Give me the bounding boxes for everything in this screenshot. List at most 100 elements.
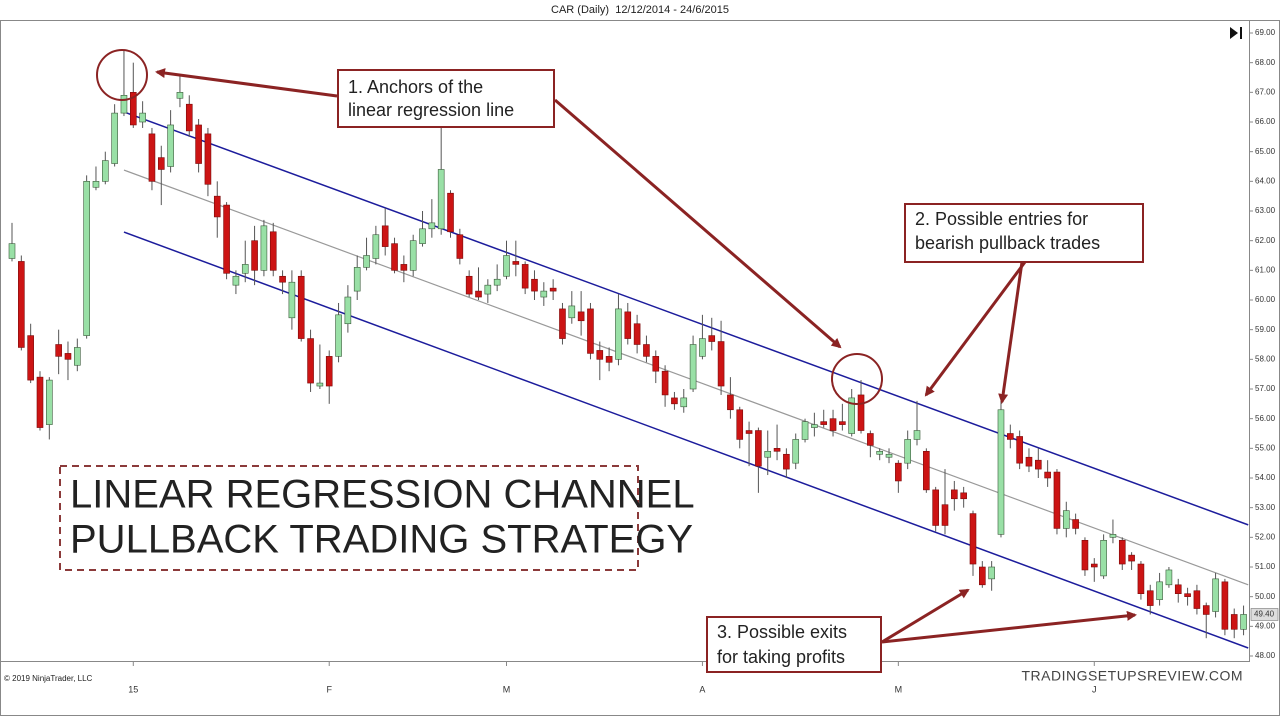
candle-body xyxy=(503,255,510,277)
candle-body xyxy=(1221,581,1229,630)
candle-body xyxy=(372,234,380,259)
candle-body xyxy=(699,338,706,357)
candle-body xyxy=(1016,436,1023,464)
headline-line: PULLBACK TRADING STRATEGY xyxy=(70,518,693,562)
candle-body xyxy=(960,492,967,500)
candle-body xyxy=(1100,539,1107,577)
candle-body xyxy=(951,489,958,500)
candle-body xyxy=(857,394,865,431)
annotation-text: 3. Possible exits xyxy=(717,622,847,642)
candle-body xyxy=(344,296,352,325)
candle-body xyxy=(587,308,594,354)
y-tick-label: 59.00 xyxy=(1255,325,1276,334)
candle-body xyxy=(92,181,100,188)
candle-body xyxy=(64,353,72,360)
candle-body xyxy=(689,344,697,390)
candle-body xyxy=(1007,433,1014,440)
candle-body xyxy=(624,311,632,339)
candle-body xyxy=(941,504,949,526)
candle-body xyxy=(1128,554,1135,562)
candle-body xyxy=(279,275,286,283)
arrow xyxy=(881,588,970,644)
y-tick-label: 48.00 xyxy=(1255,651,1276,660)
candle-body xyxy=(316,382,324,387)
candle-body xyxy=(773,448,781,452)
candle-body xyxy=(419,228,426,244)
y-tick-label: 67.00 xyxy=(1255,87,1276,96)
candle-body xyxy=(1184,593,1191,597)
candle-body xyxy=(269,231,277,271)
candle-body xyxy=(1118,539,1126,565)
candle-body xyxy=(251,240,258,271)
candle-body xyxy=(1156,581,1163,600)
y-tick-label: 52.00 xyxy=(1255,532,1276,541)
candle-body xyxy=(932,489,939,526)
candle-body xyxy=(46,379,53,425)
candle-body xyxy=(148,133,156,182)
y-tick-label: 60.00 xyxy=(1255,295,1276,304)
candle-body xyxy=(745,430,753,434)
candle-body xyxy=(549,287,557,292)
anchor-circle xyxy=(831,353,883,405)
candle-body xyxy=(363,255,370,268)
candle-body xyxy=(680,397,688,408)
candle-body xyxy=(353,267,361,292)
candle-body xyxy=(120,95,128,114)
candle-body xyxy=(988,566,995,580)
candle-body xyxy=(213,195,221,218)
candle-body xyxy=(792,439,800,464)
y-tick-label: 54.00 xyxy=(1255,473,1276,482)
candle-body xyxy=(1072,519,1079,529)
candle-body xyxy=(409,240,417,271)
headline-box xyxy=(59,465,639,571)
candle-body xyxy=(1212,578,1219,612)
chart-title: CAR (Daily) 12/12/2014 - 24/6/2015 xyxy=(551,4,729,16)
y-tick-label: 50.00 xyxy=(1255,592,1276,601)
plot-area xyxy=(8,50,1249,649)
candle-body xyxy=(521,264,529,289)
candle-body xyxy=(1137,563,1145,594)
candle-body xyxy=(736,409,744,440)
regression-middle xyxy=(123,169,1249,586)
candle-body xyxy=(195,124,202,164)
last-price-box xyxy=(1250,608,1279,621)
y-tick-label: 68.00 xyxy=(1255,58,1276,67)
y-tick-label: 49.00 xyxy=(1255,621,1276,630)
last-price-label: 49.40 xyxy=(1254,610,1275,619)
candle-body xyxy=(643,344,650,357)
candle-body xyxy=(512,261,520,265)
candle-body xyxy=(167,124,174,167)
headline-line: LINEAR REGRESSION CHANNEL xyxy=(70,473,695,517)
candle-body xyxy=(1174,584,1182,594)
watermark: TRADINGSETUPSREVIEW.COM xyxy=(1021,668,1243,684)
candle-body xyxy=(876,450,883,455)
candle-body xyxy=(437,169,445,230)
candle-body xyxy=(8,243,16,259)
candle-body xyxy=(1044,471,1051,479)
y-tick-label: 55.00 xyxy=(1255,443,1276,452)
candle-body xyxy=(139,112,146,123)
y-tick-label: 66.00 xyxy=(1255,117,1276,126)
candle-body xyxy=(1193,590,1201,609)
candle-body xyxy=(755,430,762,467)
candle-body xyxy=(484,284,492,295)
candle-body xyxy=(102,160,109,182)
candle-body xyxy=(913,430,921,440)
scroll-end-button[interactable] xyxy=(1230,27,1242,39)
candle-body xyxy=(74,347,81,366)
candle-body xyxy=(83,181,90,336)
candle-body xyxy=(717,341,725,387)
candle-body xyxy=(848,397,856,434)
y-tick-label: 56.00 xyxy=(1255,414,1276,423)
candle-body xyxy=(260,225,268,271)
candle-body xyxy=(428,222,436,230)
candle-body xyxy=(867,433,874,446)
candle-body xyxy=(493,278,501,286)
candle-body xyxy=(652,356,660,372)
candle-body xyxy=(969,513,977,565)
candle-body xyxy=(325,356,333,387)
annotation-text: linear regression line xyxy=(348,100,514,120)
y-tick-label: 64.00 xyxy=(1255,176,1276,185)
candle-body xyxy=(288,281,296,319)
